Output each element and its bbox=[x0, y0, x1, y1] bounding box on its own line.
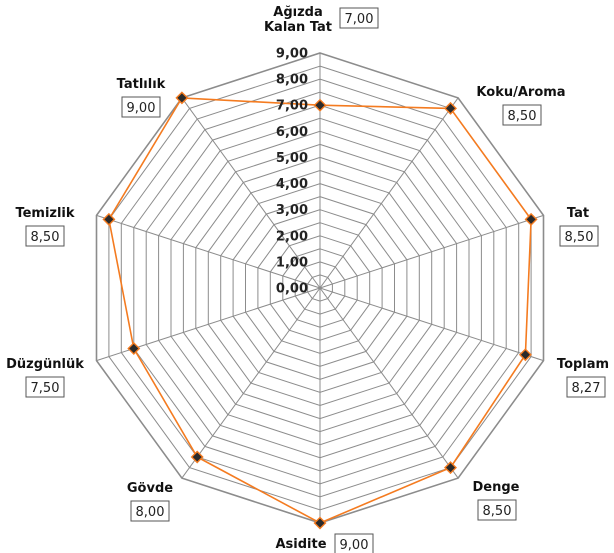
value-box bbox=[477, 499, 517, 521]
data-point-6 bbox=[313, 516, 327, 530]
axis-label: Denge bbox=[473, 480, 520, 495]
value-label: 8,50 bbox=[31, 230, 60, 245]
tick-label: 9,00 bbox=[276, 47, 308, 62]
value-label: 7,50 bbox=[31, 381, 60, 396]
value-box bbox=[502, 104, 542, 126]
axis-label: Toplam bbox=[557, 357, 609, 372]
value-box bbox=[121, 96, 161, 118]
axis-spoke bbox=[319, 287, 544, 362]
axis-label: Düzgünlük bbox=[6, 357, 84, 372]
tick-labels: 0,00 1,00 2,00 3,00 4,00 5,00 6,00 7,00 8,00 9,00 bbox=[276, 47, 308, 297]
axis-label: Kalan Tat bbox=[264, 20, 332, 35]
axis-spoke bbox=[319, 214, 544, 289]
data-point-4 bbox=[518, 348, 532, 362]
axis-label: Gövde bbox=[127, 481, 173, 496]
axis-label: Ağızda bbox=[273, 5, 322, 20]
value-box bbox=[559, 225, 599, 247]
value-label: 8,50 bbox=[483, 504, 512, 519]
tick-label: 3,00 bbox=[276, 203, 308, 218]
axis-label: Tat bbox=[567, 206, 589, 221]
axis-spoke bbox=[96, 214, 321, 289]
data-point-10 bbox=[175, 91, 189, 105]
data-point-8 bbox=[127, 342, 141, 355]
value-label: 9,00 bbox=[340, 538, 369, 553]
axis-label: Temizlik bbox=[15, 206, 74, 221]
data-point-7 bbox=[190, 450, 204, 464]
data-point-2 bbox=[444, 101, 457, 115]
value-label: 8,50 bbox=[565, 230, 594, 245]
axis-spoke bbox=[319, 287, 459, 479]
value-label: 8,27 bbox=[572, 381, 601, 396]
tick-label: 2,00 bbox=[276, 229, 308, 244]
value-box bbox=[130, 500, 170, 522]
axis-spokes bbox=[96, 53, 544, 523]
value-box bbox=[339, 7, 379, 29]
tick-label: 8,00 bbox=[276, 73, 308, 88]
tick-label: 0,00 bbox=[276, 282, 308, 297]
tick-label: 5,00 bbox=[276, 151, 308, 166]
tick-label: 1,00 bbox=[276, 255, 308, 270]
axis-label: Koku/Aroma bbox=[476, 85, 565, 100]
value-label: 8,50 bbox=[508, 109, 537, 124]
data-point-5 bbox=[444, 461, 457, 475]
data-point-3 bbox=[524, 212, 538, 226]
axis-spoke bbox=[181, 97, 321, 289]
series-layer bbox=[102, 91, 538, 530]
tick-label: 6,00 bbox=[276, 125, 308, 140]
value-box bbox=[334, 533, 374, 553]
data-point-9 bbox=[102, 212, 116, 226]
axis-label: Tatlılık bbox=[117, 77, 166, 92]
value-label: 9,00 bbox=[127, 101, 156, 116]
tick-label: 4,00 bbox=[276, 177, 308, 192]
value-label: 7,00 bbox=[345, 12, 374, 27]
value-box bbox=[25, 376, 65, 398]
data-point-1 bbox=[313, 98, 327, 112]
tick-label: 7,00 bbox=[276, 99, 308, 114]
value-box bbox=[25, 225, 65, 247]
axis-label: Asidite bbox=[275, 537, 326, 552]
axis-spoke bbox=[319, 97, 459, 289]
value-label: 8,00 bbox=[136, 505, 165, 520]
axis-spoke bbox=[181, 287, 321, 479]
value-box bbox=[566, 376, 606, 398]
